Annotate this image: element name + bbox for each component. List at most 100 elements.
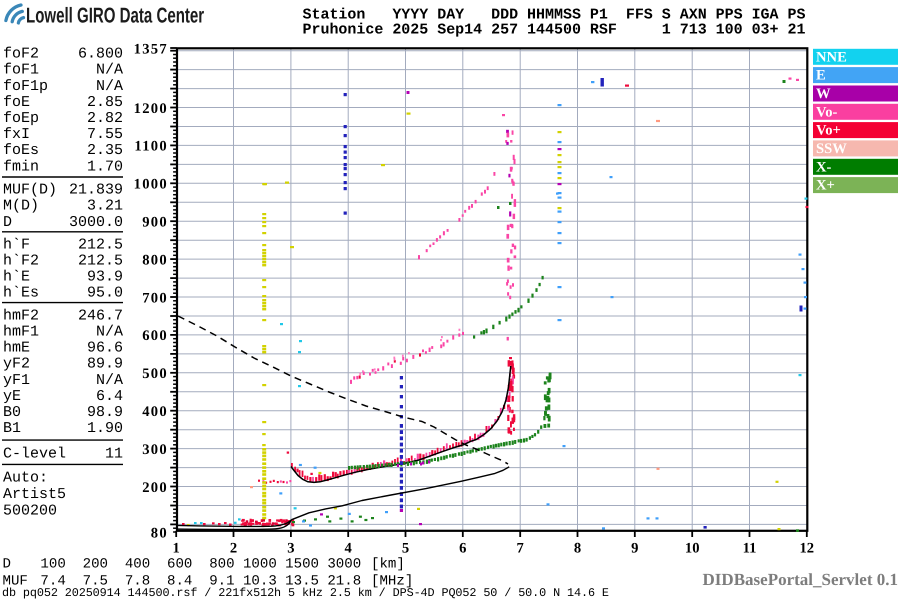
svg-text:1.70: 1.70 [87,158,123,175]
svg-text:X+: X+ [816,178,835,194]
svg-text:8.4: 8.4 [167,573,192,589]
svg-text:DIDBasePortal_Servlet 0.1: DIDBasePortal_Servlet 0.1 [703,570,898,589]
svg-text:W: W [816,86,831,102]
svg-text:96.6: 96.6 [87,340,123,357]
svg-text:1357: 1357 [134,41,168,57]
svg-text:80: 80 [151,525,168,541]
svg-text:1500: 1500 [285,557,319,573]
svg-text:12: 12 [800,540,815,556]
svg-text:7.55: 7.55 [87,126,123,143]
svg-text:1000: 1000 [134,177,168,193]
svg-text:1100: 1100 [134,139,168,155]
svg-text:hmE: hmE [3,340,30,357]
svg-text:foEp: foEp [3,110,39,127]
svg-text:[MHz]: [MHz] [371,573,413,589]
svg-text:D: D [3,214,12,231]
svg-text:h`Es: h`Es [3,285,39,302]
svg-text:N/A: N/A [96,78,123,95]
svg-text:800: 800 [142,252,168,268]
svg-text:1000: 1000 [243,557,277,573]
svg-text:foF1p: foF1p [3,78,48,95]
svg-text:200: 200 [83,557,108,573]
svg-text:3.21: 3.21 [87,198,123,215]
svg-text:yE: yE [3,388,21,405]
svg-text:1200: 1200 [134,101,168,117]
svg-text:yF1: yF1 [3,372,30,389]
svg-text:hmF1: hmF1 [3,324,39,341]
svg-text:Artist5: Artist5 [3,486,66,503]
svg-text:[km]: [km] [371,557,405,573]
svg-text:X-: X- [816,159,832,175]
svg-text:400: 400 [125,557,150,573]
svg-text:900: 900 [142,215,168,231]
svg-text:B0: B0 [3,404,21,421]
svg-text:fmin: fmin [3,158,39,175]
svg-text:6.800: 6.800 [78,46,123,63]
svg-text:h`E: h`E [3,269,30,286]
svg-text:3000: 3000 [327,557,361,573]
svg-text:h`F2: h`F2 [3,253,39,270]
svg-text:100: 100 [40,557,65,573]
svg-text:Station YYYY DAY DDD HHMMS: Station YYYY DAY DDD HHMMSS P1 FFS S AXN… [303,6,806,23]
svg-text:N/A: N/A [96,324,123,341]
svg-text:Auto:: Auto: [3,470,48,487]
svg-text:yF2: yF2 [3,356,30,373]
svg-text:M(D): M(D) [3,198,39,215]
svg-text:300: 300 [142,442,168,458]
svg-text:3000.0: 3000.0 [69,214,123,231]
svg-text:Lowell GIRO Data Center: Lowell GIRO Data Center [26,4,205,28]
svg-text:1.90: 1.90 [87,420,123,437]
svg-text:600: 600 [142,328,168,344]
svg-text:11: 11 [743,540,757,556]
svg-text:5: 5 [402,540,409,556]
svg-text:21.8: 21.8 [327,573,361,589]
svg-text:4: 4 [345,540,353,556]
svg-text:B1: B1 [3,420,21,437]
svg-text:9.1: 9.1 [209,573,234,589]
svg-text:MUF(D): MUF(D) [3,182,57,199]
svg-text:7.4: 7.4 [40,573,65,589]
svg-text:2.85: 2.85 [87,94,123,111]
svg-text:1: 1 [173,540,180,556]
svg-text:7.5: 7.5 [83,573,108,589]
svg-text:6: 6 [459,540,466,556]
svg-text:400: 400 [142,404,168,420]
svg-text:E: E [816,68,826,84]
svg-text:D: D [3,557,11,573]
svg-text:200: 200 [142,480,168,496]
svg-text:3: 3 [287,540,294,556]
svg-text:db pq052 20250914 144500.rsf /: db pq052 20250914 144500.rsf / 221fx512h… [2,586,609,600]
svg-text:Vo+: Vo+ [816,123,841,139]
svg-text:8: 8 [574,540,581,556]
svg-text:foEs: foEs [3,142,39,159]
svg-text:13.5: 13.5 [285,573,319,589]
svg-text:h`F: h`F [3,236,30,253]
svg-text:10.3: 10.3 [243,573,277,589]
svg-text:N/A: N/A [96,372,123,389]
svg-text:9: 9 [631,540,638,556]
svg-text:800: 800 [209,557,234,573]
svg-text:C-level: C-level [3,446,66,463]
svg-text:500: 500 [142,366,168,382]
svg-text:700: 700 [142,290,168,306]
svg-text:foE: foE [3,94,30,111]
svg-text:21.839: 21.839 [69,182,123,199]
svg-text:foF1: foF1 [3,62,39,79]
svg-text:10: 10 [685,540,700,556]
svg-text:7.8: 7.8 [125,573,150,589]
svg-text:fxI: fxI [3,126,30,143]
svg-text:212.5: 212.5 [78,236,123,253]
svg-text:hmF2: hmF2 [3,307,39,324]
svg-text:6.4: 6.4 [96,388,123,405]
svg-text:246.7: 246.7 [78,307,123,324]
svg-text:MUF: MUF [3,573,28,589]
svg-text:500200: 500200 [3,503,57,520]
svg-text:Vo-: Vo- [816,104,837,120]
svg-text:SSW: SSW [816,141,847,157]
svg-text:2: 2 [230,540,237,556]
svg-text:95.0: 95.0 [87,285,123,302]
svg-text:Pruhonice 2025 Sep14 257 14450: Pruhonice 2025 Sep14 257 144500 RSF 1 71… [303,21,806,38]
svg-text:89.9: 89.9 [87,356,123,373]
svg-text:7: 7 [517,540,524,556]
svg-text:2.35: 2.35 [87,142,123,159]
